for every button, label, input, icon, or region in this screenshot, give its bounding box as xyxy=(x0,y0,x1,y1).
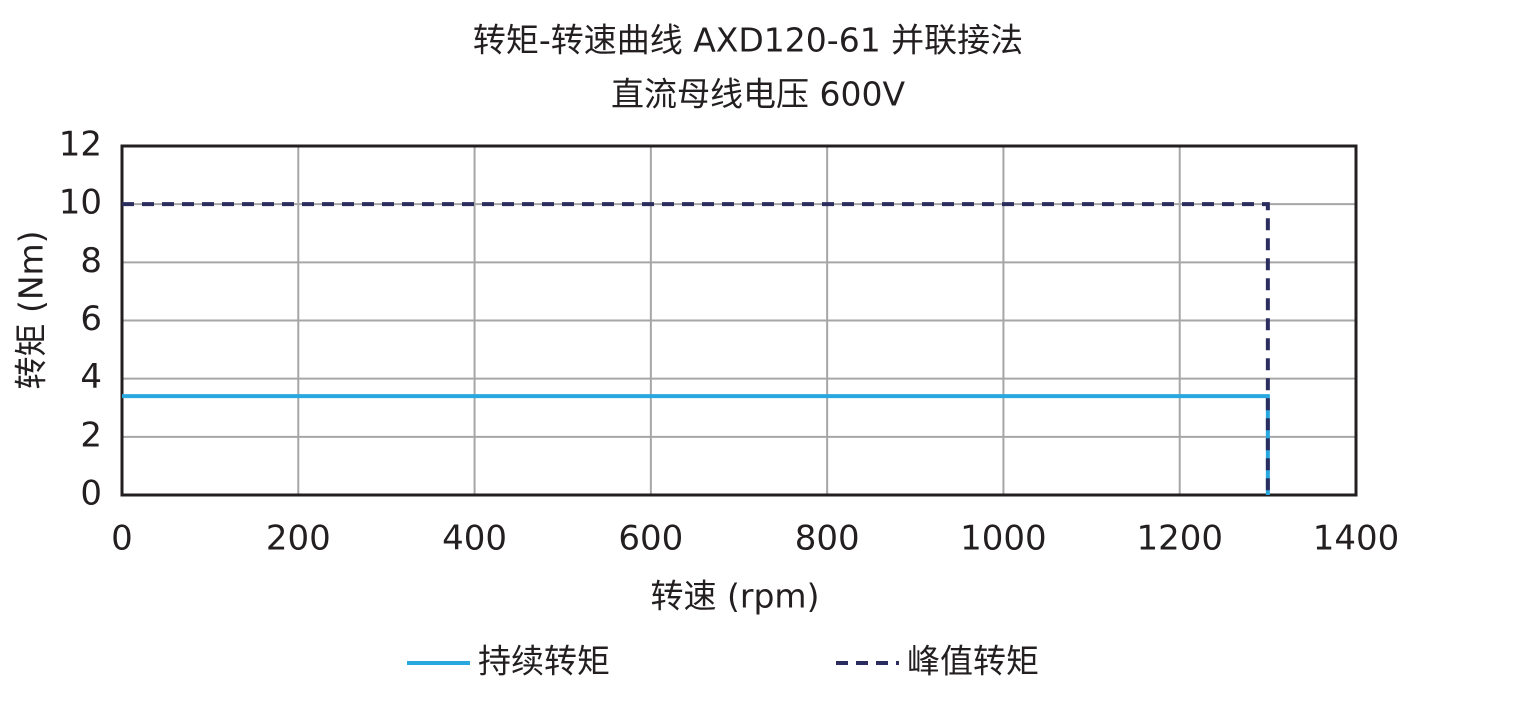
x-tick-label: 400 xyxy=(442,519,507,559)
x-axis-label: 转速 (rpm) xyxy=(651,577,820,616)
y-tick-label: 2 xyxy=(80,415,102,455)
x-tick-label: 200 xyxy=(266,519,331,559)
plot-border xyxy=(120,144,1358,497)
y-tick-label: 8 xyxy=(80,241,102,281)
y-tick-label: 12 xyxy=(59,125,102,165)
y-axis-label: 转矩 (Nm) xyxy=(12,230,51,389)
x-tick-label: 1400 xyxy=(1313,519,1400,559)
chart-subtitle: 直流母线电压 600V xyxy=(611,75,905,114)
y-tick-label: 6 xyxy=(80,299,102,339)
x-tick-label: 600 xyxy=(618,519,683,559)
series-line xyxy=(122,202,1270,495)
legend-label: 峰值转矩 xyxy=(907,642,1039,681)
x-tick-label: 1200 xyxy=(1136,519,1223,559)
x-tick-label: 800 xyxy=(795,519,860,559)
y-tick-label: 4 xyxy=(80,357,102,397)
y-tick-label: 0 xyxy=(80,474,102,514)
y-tick-label: 10 xyxy=(59,183,102,223)
x-tick-label: 0 xyxy=(111,519,133,559)
legend-label: 持续转矩 xyxy=(478,642,610,681)
series-line xyxy=(122,394,1270,495)
chart-title: 转矩-转速曲线 AXD120-61 并联接法 xyxy=(473,21,1023,60)
x-tick-label: 1000 xyxy=(960,519,1047,559)
